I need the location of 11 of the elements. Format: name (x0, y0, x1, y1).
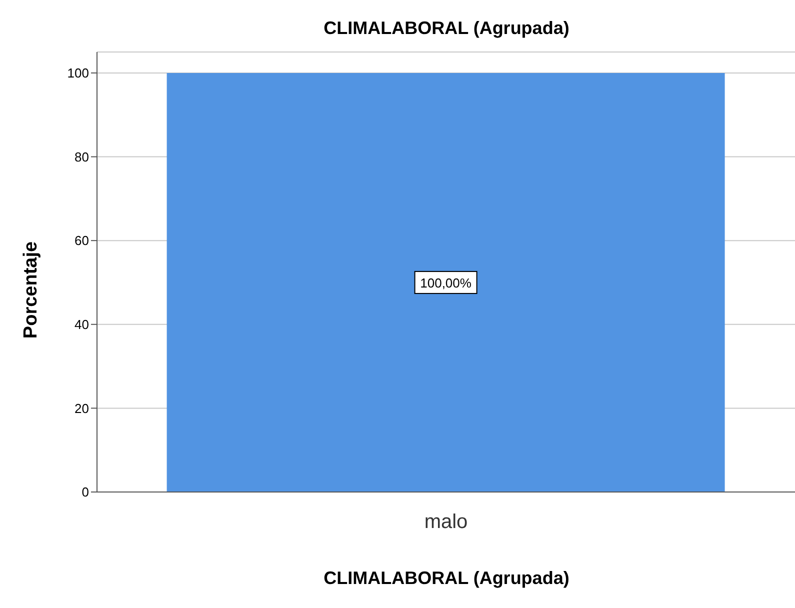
x-axis-title: CLIMALABORAL (Agrupada) (322, 568, 570, 589)
y-tick-label: 0 (82, 484, 89, 500)
data-label: 100,00% (420, 275, 472, 290)
y-tick-label: 60 (74, 233, 89, 248)
x-tick-label: malo (424, 511, 468, 534)
y-tick-label: 80 (74, 149, 89, 164)
y-axis-title: Porcentaje (21, 241, 43, 339)
y-tick-label: 20 (74, 400, 89, 416)
y-tick-label: 100 (67, 66, 89, 81)
chart-title: CLIMALABORAL (Agrupada) (322, 18, 570, 39)
y-tick-label: 40 (74, 316, 89, 332)
